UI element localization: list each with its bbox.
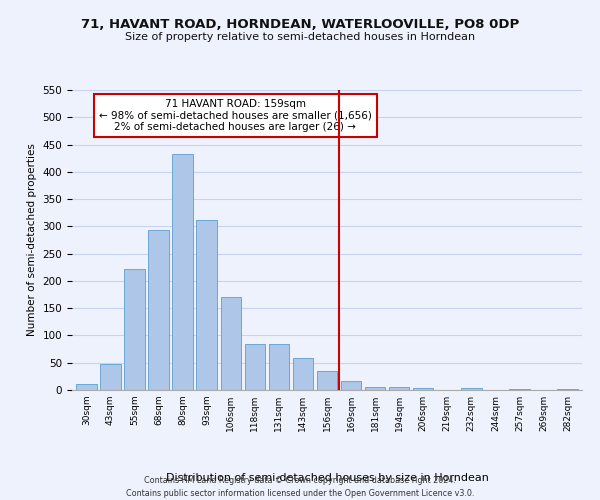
Bar: [196, 220, 217, 390]
Bar: [389, 388, 409, 390]
Bar: [148, 230, 169, 390]
Bar: [557, 389, 578, 390]
Bar: [76, 384, 97, 390]
Bar: [365, 386, 385, 390]
Bar: [293, 358, 313, 390]
X-axis label: Distribution of semi-detached houses by size in Horndean: Distribution of semi-detached houses by …: [166, 473, 488, 483]
Text: 71, HAVANT ROAD, HORNDEAN, WATERLOOVILLE, PO8 0DP: 71, HAVANT ROAD, HORNDEAN, WATERLOOVILLE…: [81, 18, 519, 30]
Bar: [172, 154, 193, 390]
Text: Contains HM Land Registry data © Crown copyright and database right 2024.
Contai: Contains HM Land Registry data © Crown c…: [126, 476, 474, 498]
Text: 71 HAVANT ROAD: 159sqm
← 98% of semi-detached houses are smaller (1,656)
2% of s: 71 HAVANT ROAD: 159sqm ← 98% of semi-det…: [99, 99, 371, 132]
Text: Size of property relative to semi-detached houses in Horndean: Size of property relative to semi-detach…: [125, 32, 475, 42]
Bar: [221, 298, 241, 390]
Bar: [413, 388, 433, 390]
Bar: [100, 364, 121, 390]
Bar: [269, 344, 289, 390]
Bar: [245, 344, 265, 390]
Bar: [124, 269, 145, 390]
Bar: [341, 382, 361, 390]
Bar: [317, 372, 337, 390]
Bar: [509, 389, 530, 390]
Y-axis label: Number of semi-detached properties: Number of semi-detached properties: [27, 144, 37, 336]
Bar: [461, 388, 482, 390]
